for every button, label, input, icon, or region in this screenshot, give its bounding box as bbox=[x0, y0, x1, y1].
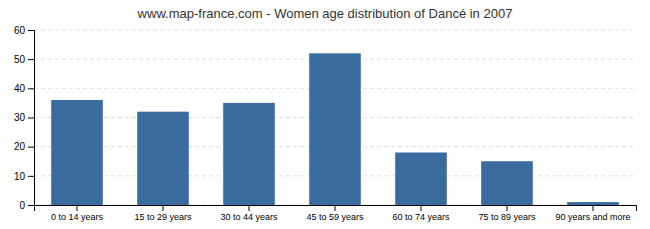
tick-label: 15 to 29 years bbox=[134, 212, 192, 222]
tick: 0 to 14 years bbox=[51, 205, 104, 222]
tick-label: 60 bbox=[14, 25, 26, 36]
tick-label: 0 bbox=[19, 200, 25, 211]
tick-mark bbox=[28, 118, 34, 119]
tick: 20 bbox=[14, 141, 34, 152]
tick-mark bbox=[28, 59, 34, 60]
tick: 60 bbox=[14, 25, 34, 36]
tick-mark bbox=[507, 205, 508, 211]
chart-svg: 0 10 20 30 40 50 60 0 to 14 years 15 to 29 years… bbox=[0, 0, 650, 229]
tick: 0 bbox=[19, 200, 34, 211]
tick: 90 years and more bbox=[555, 205, 630, 222]
tick-mark bbox=[28, 176, 34, 177]
tick-mark bbox=[28, 30, 34, 31]
tick-mark bbox=[249, 205, 250, 211]
tick-label: 40 bbox=[14, 83, 26, 94]
bar bbox=[481, 161, 533, 205]
tick-mark bbox=[335, 205, 336, 211]
axis-domain bbox=[35, 206, 637, 212]
tick: 10 bbox=[14, 171, 34, 182]
bar bbox=[137, 112, 189, 205]
tick-label: 90 years and more bbox=[555, 212, 630, 222]
tick-label: 50 bbox=[14, 54, 26, 65]
tick-mark bbox=[28, 88, 34, 89]
tick-mark bbox=[77, 205, 78, 211]
tick: 60 to 74 years bbox=[392, 205, 450, 222]
tick-label: 30 to 44 years bbox=[220, 212, 278, 222]
tick-label: 30 bbox=[14, 112, 26, 123]
tick-label: 20 bbox=[14, 141, 26, 152]
bar bbox=[567, 202, 619, 205]
tick: 50 bbox=[14, 54, 34, 65]
tick-mark bbox=[163, 205, 164, 211]
tick-mark bbox=[421, 205, 422, 211]
chart-title: www.map-france.com - Women age distribut… bbox=[137, 6, 513, 21]
grid bbox=[34, 30, 636, 205]
plot-area: 0 10 20 30 40 50 60 0 to 14 years 15 to 29 years… bbox=[14, 25, 637, 223]
tick: 30 to 44 years bbox=[220, 205, 278, 222]
tick: 15 to 29 years bbox=[134, 205, 192, 222]
y-axis: 0 10 20 30 40 50 60 bbox=[14, 25, 35, 211]
tick-mark bbox=[28, 205, 34, 206]
tick-label: 0 to 14 years bbox=[51, 212, 104, 222]
tick-label: 45 to 59 years bbox=[306, 212, 364, 222]
tick: 40 bbox=[14, 83, 34, 94]
bar bbox=[223, 103, 275, 205]
bar bbox=[395, 153, 447, 206]
tick-label: 75 to 89 years bbox=[478, 212, 536, 222]
bar bbox=[309, 53, 361, 205]
tick-mark bbox=[593, 205, 594, 211]
tick: 75 to 89 years bbox=[478, 205, 536, 222]
tick-mark bbox=[28, 147, 34, 148]
tick-label: 10 bbox=[14, 171, 26, 182]
bar bbox=[51, 100, 103, 205]
grid-line bbox=[34, 30, 636, 31]
chart-container: 0 10 20 30 40 50 60 0 to 14 years 15 to 29 years… bbox=[0, 0, 650, 229]
tick: 45 to 59 years bbox=[306, 205, 364, 222]
bars bbox=[51, 53, 619, 205]
x-axis: 0 to 14 years 15 to 29 years 30 to 44 year… bbox=[35, 205, 637, 222]
tick-label: 60 to 74 years bbox=[392, 212, 450, 222]
tick: 30 bbox=[14, 112, 34, 123]
axis-domain bbox=[28, 31, 35, 206]
